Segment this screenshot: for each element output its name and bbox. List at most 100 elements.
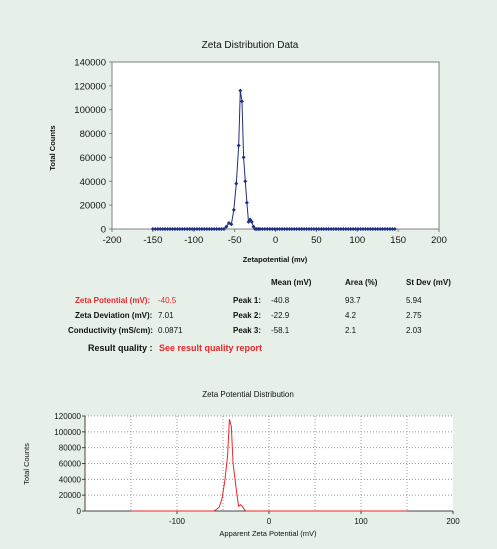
chart1-xtick-label: -200 <box>102 235 121 246</box>
chart1-data-point <box>363 227 368 231</box>
chart1-data-point <box>234 181 239 186</box>
result-quality-report-link[interactable]: See result quality report <box>159 343 263 353</box>
chart1-data-point <box>375 227 380 231</box>
header-area: Area (%) <box>345 278 378 287</box>
zeta-deviation-value: 7.01 <box>158 311 174 320</box>
chart1-data-point <box>365 227 370 231</box>
header-stdev: St Dev (mV) <box>406 278 451 287</box>
chart1-data-point <box>248 217 253 222</box>
chart1-data-point <box>163 227 168 231</box>
chart1-data-point <box>182 227 187 231</box>
chart1-data-point <box>341 227 346 231</box>
chart1-data-point <box>289 227 294 231</box>
chart1-data-point <box>272 227 277 231</box>
chart1-data-point <box>224 224 229 229</box>
chart1-data-point <box>343 227 348 231</box>
conductivity-label: Conductivity (mS/cm): <box>68 326 153 335</box>
conductivity-value: 0.0871 <box>158 326 183 335</box>
chart1-data-point <box>385 227 390 231</box>
chart2-xtick-label: -100 <box>169 517 186 526</box>
chart1-data-point <box>294 227 299 231</box>
chart1-ytick-label: 0 <box>101 225 106 236</box>
peak3-area: 2.1 <box>345 326 357 335</box>
peak1-area: 93.7 <box>345 296 361 305</box>
chart1-data-point <box>209 227 214 231</box>
chart2-title: Zeta Potential Distribution <box>202 390 294 399</box>
chart1-ytick-label: 40000 <box>80 177 106 188</box>
chart1-data-point <box>244 200 249 205</box>
chart1-data-point <box>287 227 292 231</box>
chart1-data-point <box>392 227 397 231</box>
chart1-data-point <box>275 227 280 231</box>
chart1-data-point <box>153 227 158 231</box>
chart1-data-point <box>155 227 160 231</box>
chart1-data-point <box>326 227 331 231</box>
chart1-data-point <box>356 227 361 231</box>
chart1-data-point <box>316 227 321 231</box>
chart1-data-point <box>257 227 262 231</box>
chart1-data-point <box>280 227 285 231</box>
chart1-data-point <box>390 227 395 231</box>
chart1-data-point <box>231 207 236 212</box>
chart1-data-point <box>197 227 202 231</box>
peak3-mean: -58.1 <box>271 326 290 335</box>
chart1-data-point <box>333 227 338 231</box>
chart1-data-point <box>199 227 204 231</box>
chart1-data-point <box>370 227 375 231</box>
peak3-label: Peak 3: <box>233 326 262 335</box>
chart1-data-point <box>284 227 289 231</box>
chart1-plot-area <box>111 61 440 230</box>
chart2-ylabel: Total Counts <box>22 443 31 485</box>
chart1-xtick-label: -100 <box>184 235 203 246</box>
chart1-ytick-label: 80000 <box>80 129 106 140</box>
chart1-xtick-label: -50 <box>228 235 242 246</box>
chart1-data-point <box>331 227 336 231</box>
chart1-data-point <box>297 227 302 231</box>
chart1-data-point <box>348 227 353 231</box>
zeta-potential-value: -40.5 <box>158 296 177 305</box>
chart1-data-point <box>195 227 200 231</box>
chart1-data-point <box>150 227 155 231</box>
chart1-data-point <box>329 227 334 231</box>
chart1-xtick-label: 100 <box>349 235 365 246</box>
chart1-data-point <box>309 227 314 231</box>
chart1-data-point <box>236 143 241 148</box>
chart1-data-point <box>192 227 197 231</box>
chart2-ytick-label: 60000 <box>59 460 82 469</box>
chart1-data-point <box>262 227 267 231</box>
peak1-mean: -40.8 <box>271 296 290 305</box>
chart1-data-point <box>190 227 195 231</box>
chart1-ylabel: Total Counts <box>48 125 57 170</box>
result-quality-label: Result quality : <box>88 343 153 353</box>
chart2-ytick-label: 80000 <box>59 444 82 453</box>
chart1-data-point <box>172 227 177 231</box>
chart1-data-point <box>324 227 329 231</box>
chart1-data-point <box>219 227 224 231</box>
chart2-xtick-label: 200 <box>446 517 460 526</box>
chart1-xlabel: Zetapotential (mv) <box>243 255 308 264</box>
chart1-data-point <box>282 227 287 231</box>
chart1-data-point <box>338 227 343 231</box>
chart1-data-point <box>217 227 222 231</box>
chart1-ytick-label: 60000 <box>80 153 106 164</box>
chart1-data-point <box>378 227 383 231</box>
peak2-stdev: 2.75 <box>406 311 422 320</box>
chart1-data-point <box>321 227 326 231</box>
chart1-data-point <box>204 227 209 231</box>
zeta-potential-distribution-chart: Zeta Potential Distribution 0 20000 40000 6… <box>22 390 460 538</box>
chart1-ytick-label: 140000 <box>74 58 106 69</box>
chart1-data-point <box>319 227 324 231</box>
chart1-data-point <box>368 227 373 231</box>
chart2-xlabel: Apparent Zeta Potential (mV) <box>219 529 317 538</box>
chart1-data-point <box>346 227 351 231</box>
chart1-data-point <box>251 224 256 229</box>
chart1-xtick-label: 200 <box>431 235 447 246</box>
chart1-data-point <box>302 227 307 231</box>
chart1-ytick-label: 20000 <box>80 201 106 212</box>
zeta-deviation-label: Zeta Deviation (mV): <box>75 311 153 320</box>
chart1-data-point <box>160 227 165 231</box>
chart1-data-point <box>307 227 312 231</box>
chart2-xtick-label: 0 <box>267 517 272 526</box>
chart1-data-point <box>212 227 217 231</box>
zeta-potential-label: Zeta Potential (mV): <box>75 296 151 305</box>
